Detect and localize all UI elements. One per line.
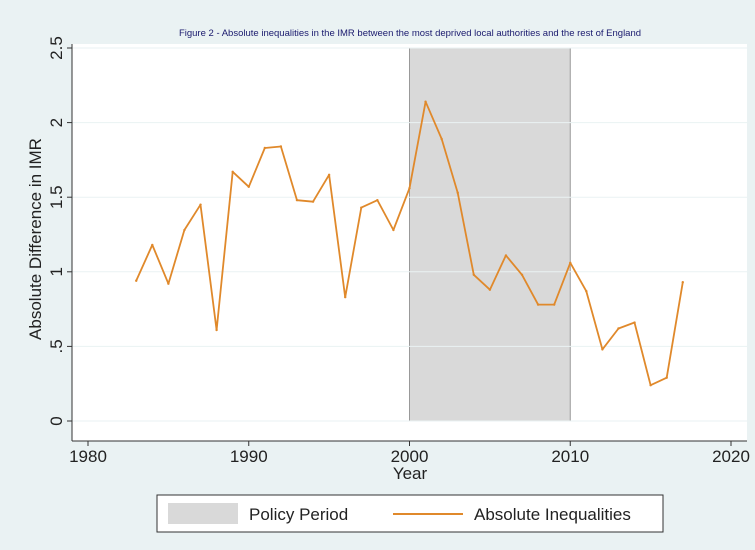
data-point bbox=[199, 203, 202, 206]
y-tick-label: 1.5 bbox=[47, 185, 66, 209]
data-point bbox=[247, 185, 250, 188]
legend-label-absolute-inequalities: Absolute Inequalities bbox=[474, 505, 631, 524]
data-point bbox=[215, 328, 218, 332]
data-point bbox=[344, 295, 347, 299]
x-tick-label: 1980 bbox=[69, 447, 107, 466]
data-point bbox=[376, 198, 379, 202]
y-tick-label: .5 bbox=[47, 339, 66, 353]
data-point bbox=[472, 273, 475, 276]
data-point bbox=[456, 191, 459, 194]
data-point bbox=[633, 321, 636, 324]
legend-swatch-policy-period bbox=[168, 503, 238, 524]
policy-period-shade bbox=[409, 47, 571, 422]
legend-label-policy-period: Policy Period bbox=[249, 505, 348, 524]
data-point bbox=[649, 383, 652, 387]
gridlines bbox=[72, 47, 747, 422]
shaded-region-layer bbox=[409, 47, 571, 422]
x-tick-label: 2000 bbox=[391, 447, 429, 466]
data-point bbox=[360, 206, 363, 209]
data-point bbox=[617, 327, 620, 330]
legend: Policy Period Absolute Inequalities bbox=[156, 494, 664, 533]
data-point bbox=[327, 173, 331, 177]
x-tick-label: 2010 bbox=[551, 447, 589, 466]
data-point bbox=[311, 200, 315, 203]
data-point bbox=[601, 348, 604, 351]
data-point bbox=[151, 243, 154, 247]
y-axis-title: Absolute Difference in IMR bbox=[26, 138, 45, 340]
data-point bbox=[279, 145, 283, 148]
data-point bbox=[231, 170, 234, 174]
series-layer bbox=[135, 100, 684, 387]
data-point bbox=[440, 137, 443, 141]
data-point bbox=[488, 288, 492, 291]
data-point bbox=[135, 279, 138, 282]
data-point bbox=[263, 146, 267, 150]
data-point bbox=[424, 100, 427, 103]
y-tick-label: 2 bbox=[47, 118, 66, 127]
y-tick-label: 2.5 bbox=[47, 36, 66, 60]
data-point bbox=[552, 303, 556, 306]
data-point bbox=[681, 281, 684, 284]
data-point bbox=[536, 303, 540, 306]
data-point bbox=[295, 198, 299, 202]
data-point bbox=[569, 261, 572, 265]
x-axis-title: Year bbox=[393, 464, 428, 483]
data-point bbox=[167, 282, 170, 285]
y-tick-label: 0 bbox=[47, 416, 66, 425]
data-point bbox=[392, 228, 395, 232]
data-point bbox=[408, 187, 411, 190]
data-point bbox=[504, 254, 508, 257]
data-point bbox=[665, 376, 668, 379]
tick-labels: 1980 1990 2000 2010 2020 0 .5 1 1.5 2 2.5 bbox=[47, 36, 750, 466]
chart-title: Figure 2 - Absolute inequalities in the … bbox=[179, 28, 641, 39]
data-point bbox=[585, 289, 588, 293]
x-tick-label: 1990 bbox=[230, 447, 268, 466]
data-point bbox=[520, 273, 524, 276]
x-tick-label: 2020 bbox=[712, 447, 750, 466]
axes bbox=[67, 44, 747, 446]
y-tick-label: 1 bbox=[47, 267, 66, 276]
data-point bbox=[183, 228, 186, 232]
